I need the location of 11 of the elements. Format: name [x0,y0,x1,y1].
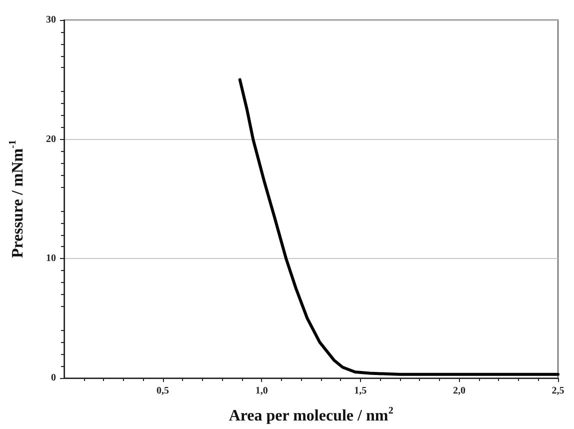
y-axis-title: Pressure / mNm-1 [8,140,26,258]
x-tick-label: 2,5 [552,386,564,396]
line-series [238,78,560,376]
x-tick-label: 0,5 [156,386,170,396]
x-tick-label: 2,0 [452,386,466,396]
y-tick-label: 20 [46,134,56,145]
y-tick-label: 30 [46,14,56,26]
x-tick-label: 1,0 [255,386,268,396]
y-tick-label: 0 [51,372,56,384]
y-tick-label: 10 [46,253,56,264]
x-tick-label: 1,5 [354,386,367,396]
